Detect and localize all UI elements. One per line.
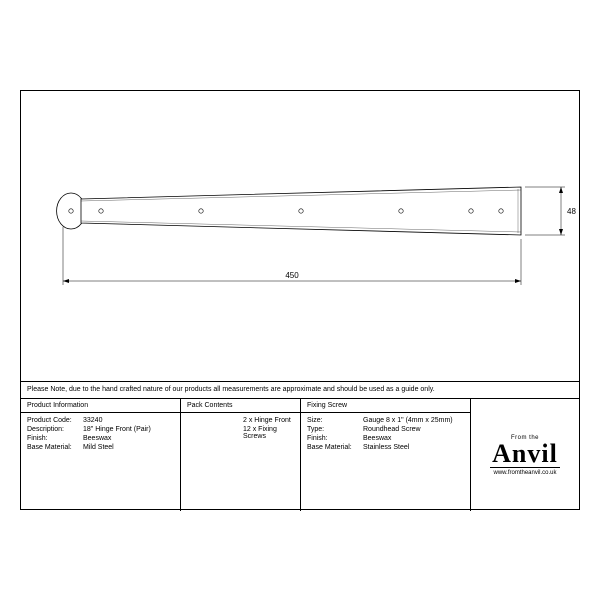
svg-text:450: 450	[285, 271, 299, 280]
spec-value: Roundhead Screw	[363, 426, 464, 433]
spec-row: 12 x Fixing Screws	[187, 426, 294, 440]
spec-value: 12 x Fixing Screws	[243, 426, 294, 440]
spec-key: Base Material:	[307, 444, 363, 451]
spec-value: Stainless Steel	[363, 444, 464, 451]
col-fixing-screw: Fixing Screw Size:Gauge 8 x 1" (4mm x 25…	[301, 399, 471, 511]
brand-logo: From the Anvil www.fromtheanvil.co.uk	[471, 399, 579, 511]
spec-value: 2 x Hinge Front	[243, 417, 294, 424]
spec-key: Base Material:	[27, 444, 83, 451]
spec-row: Size:Gauge 8 x 1" (4mm x 25mm)	[307, 417, 464, 424]
drawing-area: 450 48	[21, 91, 579, 381]
spec-key: Description:	[27, 426, 83, 433]
spec-sheet: 450 48 Please Note, due to the hand craft…	[20, 90, 580, 510]
spec-row: Product Code:33240	[27, 417, 174, 424]
info-table: Product Information Product Code:33240De…	[21, 399, 579, 511]
spec-value: Mild Steel	[83, 444, 174, 451]
col-body: Product Code:33240Description:18" Hinge …	[21, 413, 180, 511]
col-logo: From the Anvil www.fromtheanvil.co.uk	[471, 399, 579, 511]
logo-name: Anvil	[490, 441, 560, 468]
spec-key: Product Code:	[27, 417, 83, 424]
col-header: Fixing Screw	[301, 399, 470, 413]
spec-row: Base Material:Stainless Steel	[307, 444, 464, 451]
spec-key: Finish:	[27, 435, 83, 442]
col-pack-contents: Pack Contents 2 x Hinge Front 12 x Fixing…	[181, 399, 301, 511]
spec-row: 2 x Hinge Front	[187, 417, 294, 424]
spec-row: Finish:Beeswax	[27, 435, 174, 442]
spec-key: Finish:	[307, 435, 363, 442]
spec-key	[187, 426, 243, 440]
svg-text:48: 48	[567, 207, 576, 216]
spec-key	[187, 417, 243, 424]
spec-value: Beeswax	[363, 435, 464, 442]
col-body: Size:Gauge 8 x 1" (4mm x 25mm)Type:Round…	[301, 413, 470, 511]
spec-value: Gauge 8 x 1" (4mm x 25mm)	[363, 417, 464, 424]
spec-value: Beeswax	[83, 435, 174, 442]
spec-row: Description:18" Hinge Front (Pair)	[27, 426, 174, 433]
spec-value: 33240	[83, 417, 174, 424]
col-body: 2 x Hinge Front 12 x Fixing Screws	[181, 413, 300, 511]
spec-row: Type:Roundhead Screw	[307, 426, 464, 433]
spec-row: Finish:Beeswax	[307, 435, 464, 442]
note-row: Please Note, due to the hand crafted nat…	[21, 381, 579, 399]
col-product-info: Product Information Product Code:33240De…	[21, 399, 181, 511]
hinge-diagram: 450 48	[21, 91, 581, 381]
spec-key: Type:	[307, 426, 363, 433]
spec-row: Base Material:Mild Steel	[27, 444, 174, 451]
spec-value: 18" Hinge Front (Pair)	[83, 426, 174, 433]
logo-url: www.fromtheanvil.co.uk	[493, 470, 556, 476]
col-header: Pack Contents	[181, 399, 300, 413]
col-header: Product Information	[21, 399, 180, 413]
note-text: Please Note, due to the hand crafted nat…	[27, 386, 435, 393]
spec-key: Size:	[307, 417, 363, 424]
